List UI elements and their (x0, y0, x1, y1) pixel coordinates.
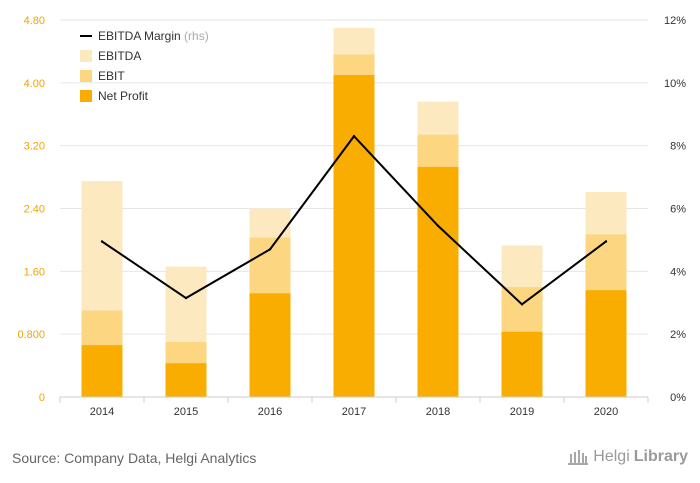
y-right-tick-label: 2% (670, 329, 686, 341)
line-point[interactable] (184, 296, 188, 300)
y-right-tick-label: 0% (670, 392, 686, 404)
legend-label[interactable]: EBIT (98, 69, 125, 83)
y-right-tick-label: 4% (670, 266, 686, 278)
y-left-tick-label: 2.40 (24, 204, 45, 216)
legend-swatch (80, 50, 92, 62)
x-tick-label: 2016 (258, 406, 282, 418)
bar-net-profit[interactable] (417, 166, 459, 397)
y-right-tick-label: 8% (670, 141, 686, 153)
x-tick-label: 2020 (594, 406, 618, 418)
y-right-tick-label: 12% (664, 15, 686, 27)
legend-label[interactable]: EBITDA (98, 49, 141, 63)
legend-label[interactable]: EBITDA Margin (rhs) (98, 29, 209, 43)
y-left-tick-label: 1.60 (24, 266, 45, 278)
line-point[interactable] (100, 240, 104, 243)
legend-label[interactable]: Net Profit (98, 89, 149, 103)
bars (81, 27, 627, 398)
line-point[interactable] (520, 303, 524, 306)
x-tick-label: 2018 (426, 406, 450, 418)
y-left-tick-label: 4.00 (24, 78, 45, 90)
bar-net-profit[interactable] (249, 293, 291, 397)
line-point[interactable] (268, 248, 272, 251)
bar-net-profit[interactable] (165, 363, 207, 397)
helgi-library-logo[interactable]: Helgi Library (567, 448, 688, 466)
legend: EBITDA Margin (rhs) EBITDA EBIT Net Profit (80, 29, 209, 103)
legend-swatch (80, 70, 92, 82)
source-note: Source: Company Data, Helgi Analytics (12, 450, 257, 466)
y-left-tick-label: 4.80 (24, 15, 45, 27)
bar-net-profit[interactable] (81, 345, 123, 397)
brand-library-text: Library (633, 448, 688, 465)
bar-net-profit[interactable] (585, 290, 627, 397)
y-left-tick-label: 3.20 (24, 141, 45, 153)
legend-swatch (80, 90, 92, 102)
y-right-tick-label: 6% (670, 204, 686, 216)
x-tick-label: 2014 (90, 406, 114, 418)
y-left-tick-label: 0.800 (17, 329, 45, 341)
brand-helgi-text: Helgi (593, 448, 630, 465)
axes: 0 0% 0.800 2% 1.60 4% 2.40 6% 3.20 8% 4.00 10% 4.80 1… (17, 15, 686, 418)
line-point[interactable] (436, 224, 440, 227)
margin-line (100, 134, 608, 306)
y-right-tick-label: 10% (664, 78, 686, 90)
line-point[interactable] (352, 135, 356, 138)
line-point[interactable] (604, 240, 608, 243)
x-tick-label: 2017 (342, 406, 366, 418)
x-tick-label: 2019 (510, 406, 534, 418)
bar-net-profit[interactable] (501, 331, 543, 397)
y-left-tick-label: 0 (39, 392, 45, 404)
bar-net-profit[interactable] (333, 74, 375, 398)
library-building-icon (568, 450, 589, 465)
x-tick-label: 2015 (174, 406, 198, 418)
